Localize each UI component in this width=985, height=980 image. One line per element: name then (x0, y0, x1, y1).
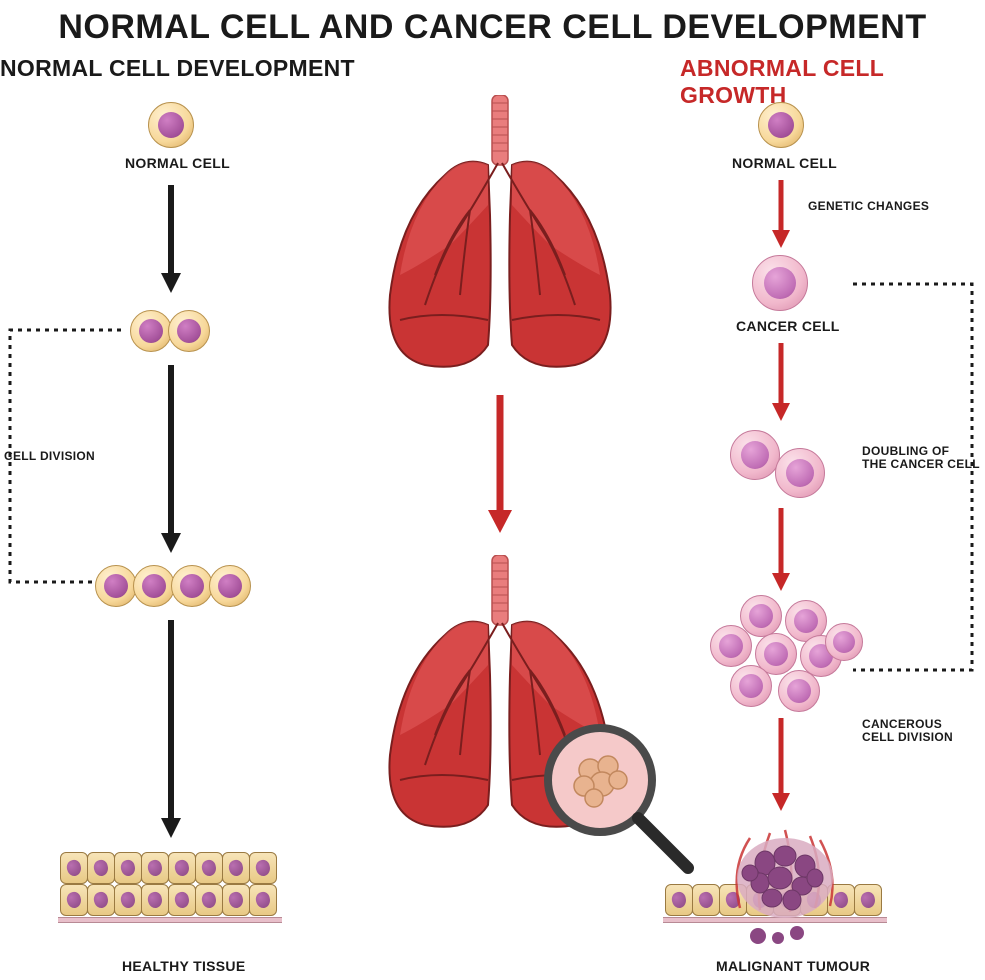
cancer-cell-pair-1 (730, 430, 780, 480)
arrow-down-black-3 (158, 620, 184, 840)
normal-cell-stage1 (148, 102, 194, 148)
stray-tumour-cell-3 (790, 926, 804, 940)
arrow-down-black-2 (158, 365, 184, 555)
healthy-tissue-base (58, 917, 282, 923)
cancerous-division-label: CANCEROUS CELL DIVISION (862, 718, 953, 744)
lungs-healthy-icon (370, 95, 630, 375)
cancer-cell-stage2 (752, 255, 808, 311)
cancer-cell-label: CANCER CELL (736, 318, 840, 334)
cancer-cell-pair-2 (775, 448, 825, 498)
normal-cell-quad-2 (133, 565, 175, 607)
main-title: NORMAL CELL AND CANCER CELL DEVELOPMENT (58, 8, 926, 47)
right-section-title: ABNORMAL CELL GROWTH (680, 55, 985, 109)
stray-tumour-cell-1 (750, 928, 766, 944)
arrow-down-red-2 (770, 343, 792, 423)
abnormal-stage1-cell (758, 102, 804, 148)
arrow-down-red-1 (770, 180, 792, 250)
normal-cell-pair-1 (130, 310, 172, 352)
healthy-tissue-label: HEALTHY TISSUE (122, 958, 245, 974)
healthy-tissue-row1 (60, 852, 276, 884)
stray-tumour-cell-2 (772, 932, 784, 944)
arrow-down-red-3 (770, 508, 792, 593)
abnormal-stage1-label: NORMAL CELL (732, 155, 837, 171)
arrow-down-black-1 (158, 185, 184, 295)
cancer-cell-cluster (700, 595, 870, 715)
doubling-label: DOUBLING OF THE CANCER CELL (862, 445, 980, 471)
normal-cell-quad-1 (95, 565, 137, 607)
magnifier-icon (530, 720, 700, 890)
cell-division-label: CELL DIVISION (4, 450, 95, 463)
healthy-tissue-row2 (60, 884, 276, 916)
normal-cell-quad-3 (171, 565, 213, 607)
normal-cell-label: NORMAL CELL (125, 155, 230, 171)
left-section-title: NORMAL CELL DEVELOPMENT (0, 55, 355, 82)
arrow-down-red-center (486, 395, 514, 535)
genetic-changes-label: GENETIC CHANGES (808, 200, 929, 213)
normal-cell-pair-2 (168, 310, 210, 352)
malignant-tumour-label: MALIGNANT TUMOUR (716, 958, 870, 974)
normal-cell-quad-4 (209, 565, 251, 607)
tumour-mass-icon (720, 818, 850, 928)
arrow-down-red-4 (770, 718, 792, 813)
